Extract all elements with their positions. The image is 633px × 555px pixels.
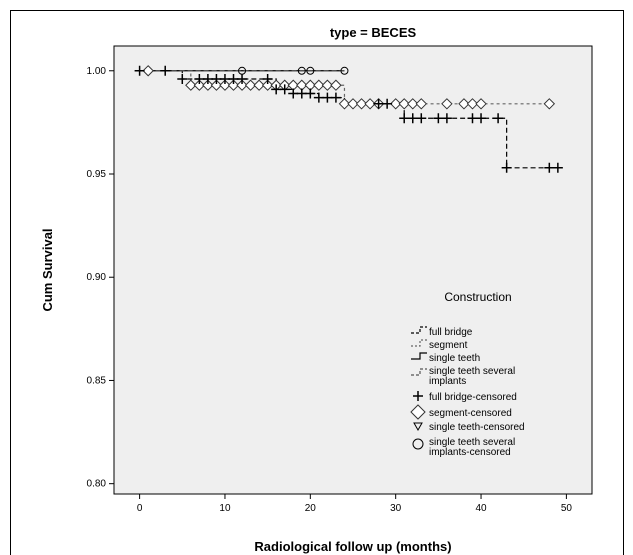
legend-entry-label: segment-censored — [429, 408, 512, 419]
y-tick-label: 1.00 — [87, 66, 107, 77]
x-tick-label: 50 — [561, 503, 573, 514]
y-tick-label: 0.95 — [87, 169, 107, 180]
chart-frame: type = BECES 0 10 20 30 40 50 0.80 0.85 0.90 0.95… — [10, 10, 624, 555]
chart-title: type = BECES — [330, 25, 417, 40]
legend-entry-label: single teeth-censored — [429, 422, 525, 433]
legend-entry-label: segment — [429, 340, 468, 351]
x-tick-label: 30 — [390, 503, 402, 514]
survival-chart: type = BECES 0 10 20 30 40 50 0.80 0.85 0.90 0.95… — [11, 11, 623, 555]
legend-entry-label: single teeth several implants-censored — [429, 437, 515, 458]
y-tick-label: 0.90 — [87, 272, 107, 283]
y-tick-label: 0.80 — [87, 479, 107, 490]
y-axis-label: Cum Survival — [40, 228, 55, 311]
x-tick-label: 40 — [475, 503, 487, 514]
x-tick-label: 10 — [219, 503, 231, 514]
legend-entry-label: full bridge — [429, 327, 473, 338]
legend-entry-label: full bridge-censored — [429, 392, 517, 403]
y-tick-label: 0.85 — [87, 375, 107, 386]
legend-entry-label: single teeth — [429, 353, 480, 364]
legend-title: Construction — [444, 290, 511, 304]
x-tick-label: 20 — [305, 503, 317, 514]
x-axis-label: Radiological follow up (months) — [254, 539, 451, 554]
x-tick-label: 0 — [137, 503, 143, 514]
